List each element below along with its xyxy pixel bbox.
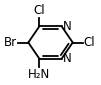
Text: Cl: Cl	[84, 36, 95, 49]
Text: N: N	[63, 20, 71, 33]
Text: Br: Br	[4, 36, 17, 49]
Text: N: N	[63, 52, 71, 65]
Text: H₂N: H₂N	[28, 68, 50, 81]
Text: Cl: Cl	[34, 4, 45, 17]
